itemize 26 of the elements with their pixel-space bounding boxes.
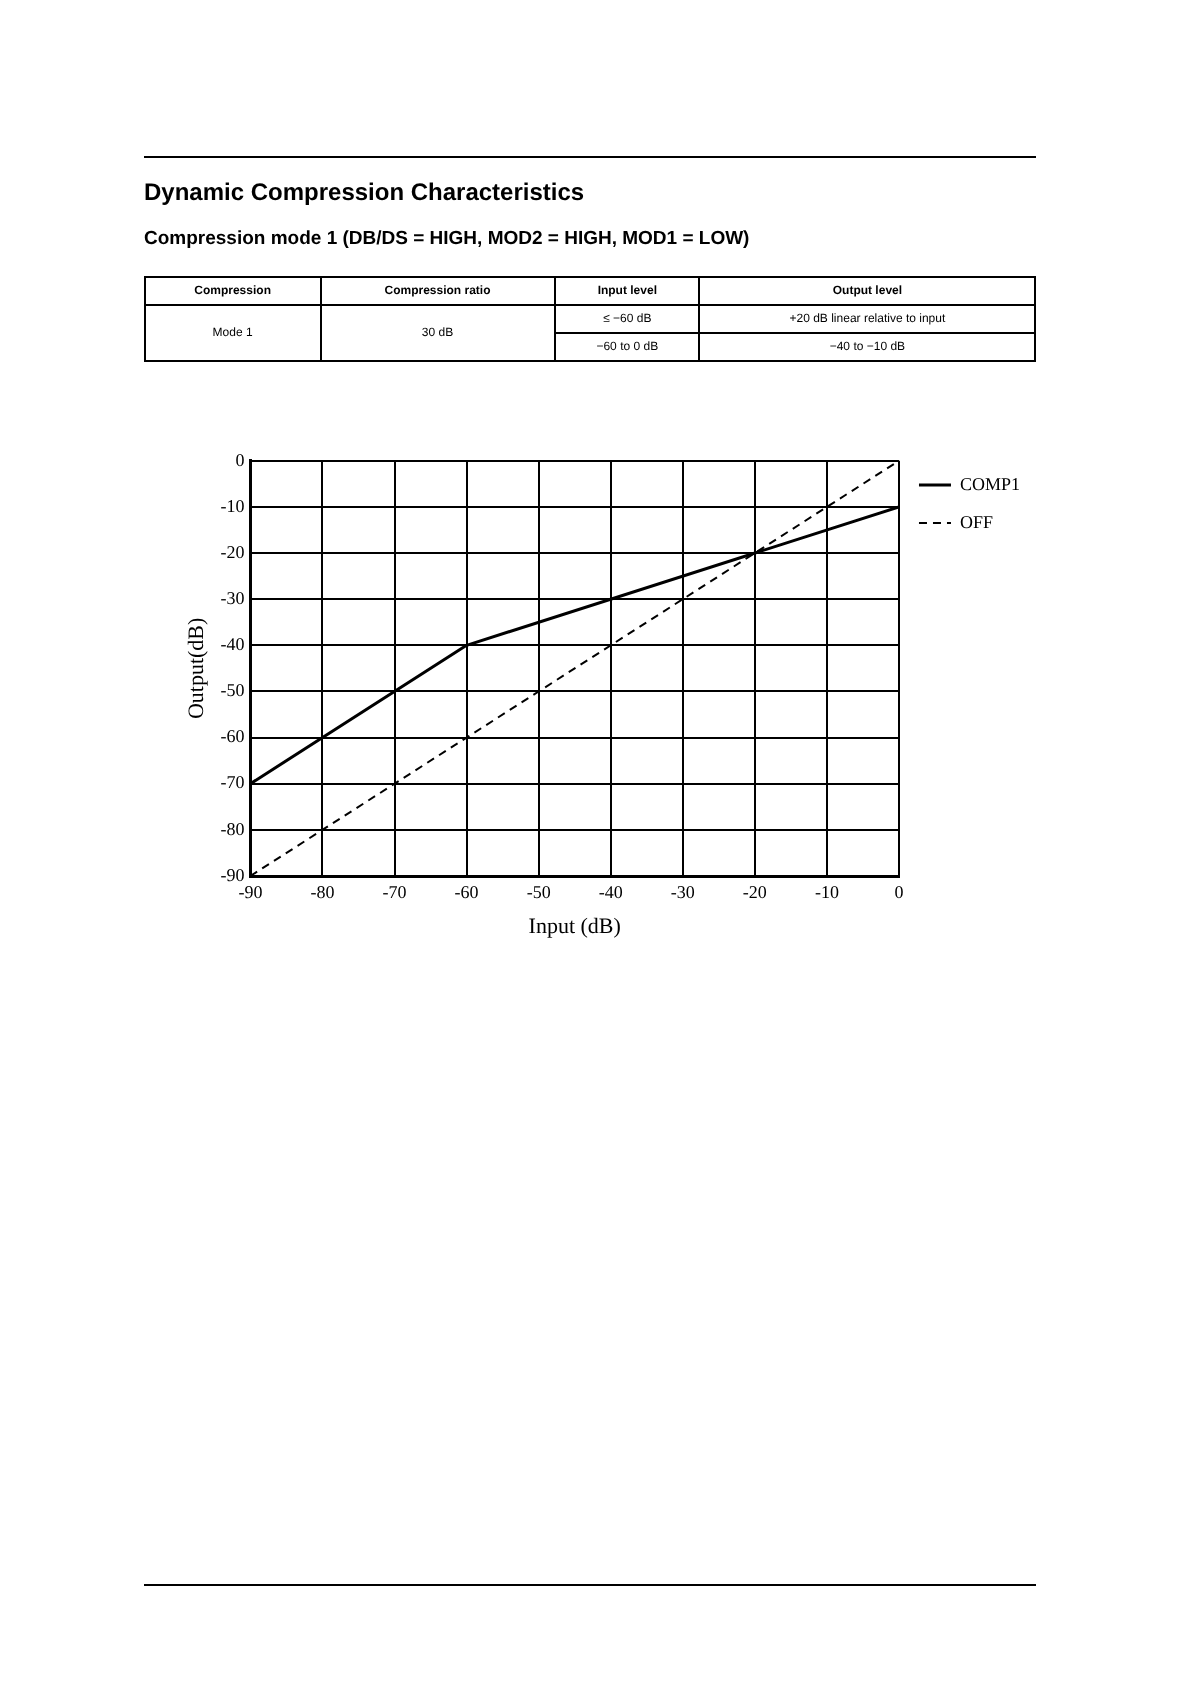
x-tick-label: -10 xyxy=(814,881,840,902)
legend-label: OFF xyxy=(959,511,994,532)
legend-label: COMP1 xyxy=(959,473,1021,494)
y-tick-label: -70 xyxy=(220,772,246,793)
y-tick-label: -30 xyxy=(220,587,246,608)
y-axis-title: Output(dB) xyxy=(184,617,209,720)
y-tick-label: -80 xyxy=(220,818,246,839)
y-tick-label: -90 xyxy=(220,864,246,885)
x-tick-label: -80 xyxy=(310,881,336,902)
x-tick-label: -40 xyxy=(598,881,624,902)
x-tick-label: -90 xyxy=(238,881,264,902)
chart-subtitle: Compression mode 1 (DB/DS = HIGH, MOD2 = HIGH, MOD1 = LOW) xyxy=(144,228,750,250)
y-tick-label: 0 xyxy=(235,449,246,470)
y-tick-label: -60 xyxy=(220,726,246,747)
x-tick-label: -50 xyxy=(526,881,552,902)
chart-title: Dynamic Compression Characteristics xyxy=(144,178,585,206)
x-tick-label: -70 xyxy=(382,881,408,902)
x-tick-label: -30 xyxy=(670,881,696,902)
x-axis-title: Input (dB) xyxy=(528,914,622,939)
y-tick-label: -40 xyxy=(220,634,246,655)
y-tick-label: -20 xyxy=(220,541,246,562)
x-tick-label: 0 xyxy=(894,881,905,902)
x-tick-label: -60 xyxy=(454,881,480,902)
y-tick-label: -50 xyxy=(220,680,246,701)
x-tick-label: -20 xyxy=(742,881,768,902)
y-tick-label: -10 xyxy=(220,495,246,516)
